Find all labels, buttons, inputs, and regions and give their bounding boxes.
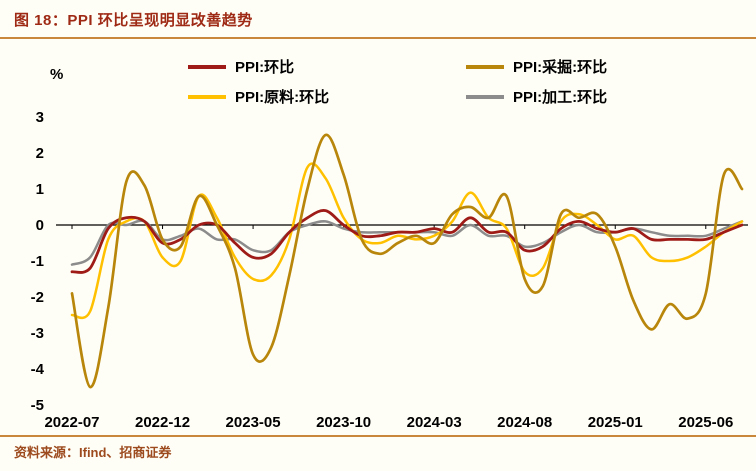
x-tick-label: 2024-03 (407, 414, 462, 431)
series-line-3 (70, 162, 744, 320)
y-tick-label: -4 (31, 361, 45, 378)
y-axis-unit: % (50, 66, 64, 83)
legend-label: PPI:环比 (235, 59, 295, 76)
y-tick-label: 1 (36, 181, 44, 198)
chart-legend: PPI:环比 PPI:采掘:环比 PPI:原料:环比 PPI:加工:环比 (188, 56, 756, 107)
x-tick-label: 2025-06 (678, 414, 733, 431)
x-tick-label: 2025-01 (588, 414, 643, 431)
series-line-1 (70, 209, 744, 274)
legend-swatch (188, 94, 226, 99)
legend-item-4: PPI:加工:环比 (466, 86, 756, 107)
x-tick-label: 2024-08 (497, 414, 552, 431)
legend-item-1: PPI:环比 (188, 56, 466, 77)
legend-item-2: PPI:采掘:环比 (466, 56, 756, 77)
y-tick-label: 3 (36, 109, 44, 126)
figure-title: 图 18：PPI 环比呈现明显改善趋势 (14, 12, 253, 29)
legend-swatch (188, 64, 226, 69)
legend-label: PPI:采掘:环比 (513, 59, 608, 76)
y-tick-label: 2 (36, 145, 44, 162)
x-tick-label: 2023-10 (316, 414, 371, 431)
legend-item-3: PPI:原料:环比 (188, 86, 466, 107)
figure-footer: 资料来源：Ifind、招商证券 (0, 435, 756, 471)
y-tick-label: -1 (31, 253, 44, 270)
source-note: 资料来源：Ifind、招商证券 (14, 445, 172, 460)
x-tick-label: 2022-07 (44, 414, 99, 431)
y-tick-label: -3 (31, 325, 44, 342)
x-tick-label: 2023-05 (226, 414, 281, 431)
legend-label: PPI:原料:环比 (235, 89, 330, 106)
y-tick-label: -2 (31, 289, 44, 306)
legend-swatch (466, 64, 504, 69)
x-tick-label: 2022-12 (135, 414, 190, 431)
y-tick-label: 0 (36, 217, 44, 234)
figure-header: 图 18：PPI 环比呈现明显改善趋势 (0, 0, 756, 39)
y-tick-label: -5 (31, 397, 44, 414)
series-line-2 (70, 133, 744, 389)
legend-label: PPI:加工:环比 (513, 89, 608, 106)
legend-swatch (466, 94, 504, 99)
report-figure: 图 18：PPI 环比呈现明显改善趋势 PPI:环比 PPI:采掘:环比 PPI:原… (0, 0, 756, 460)
